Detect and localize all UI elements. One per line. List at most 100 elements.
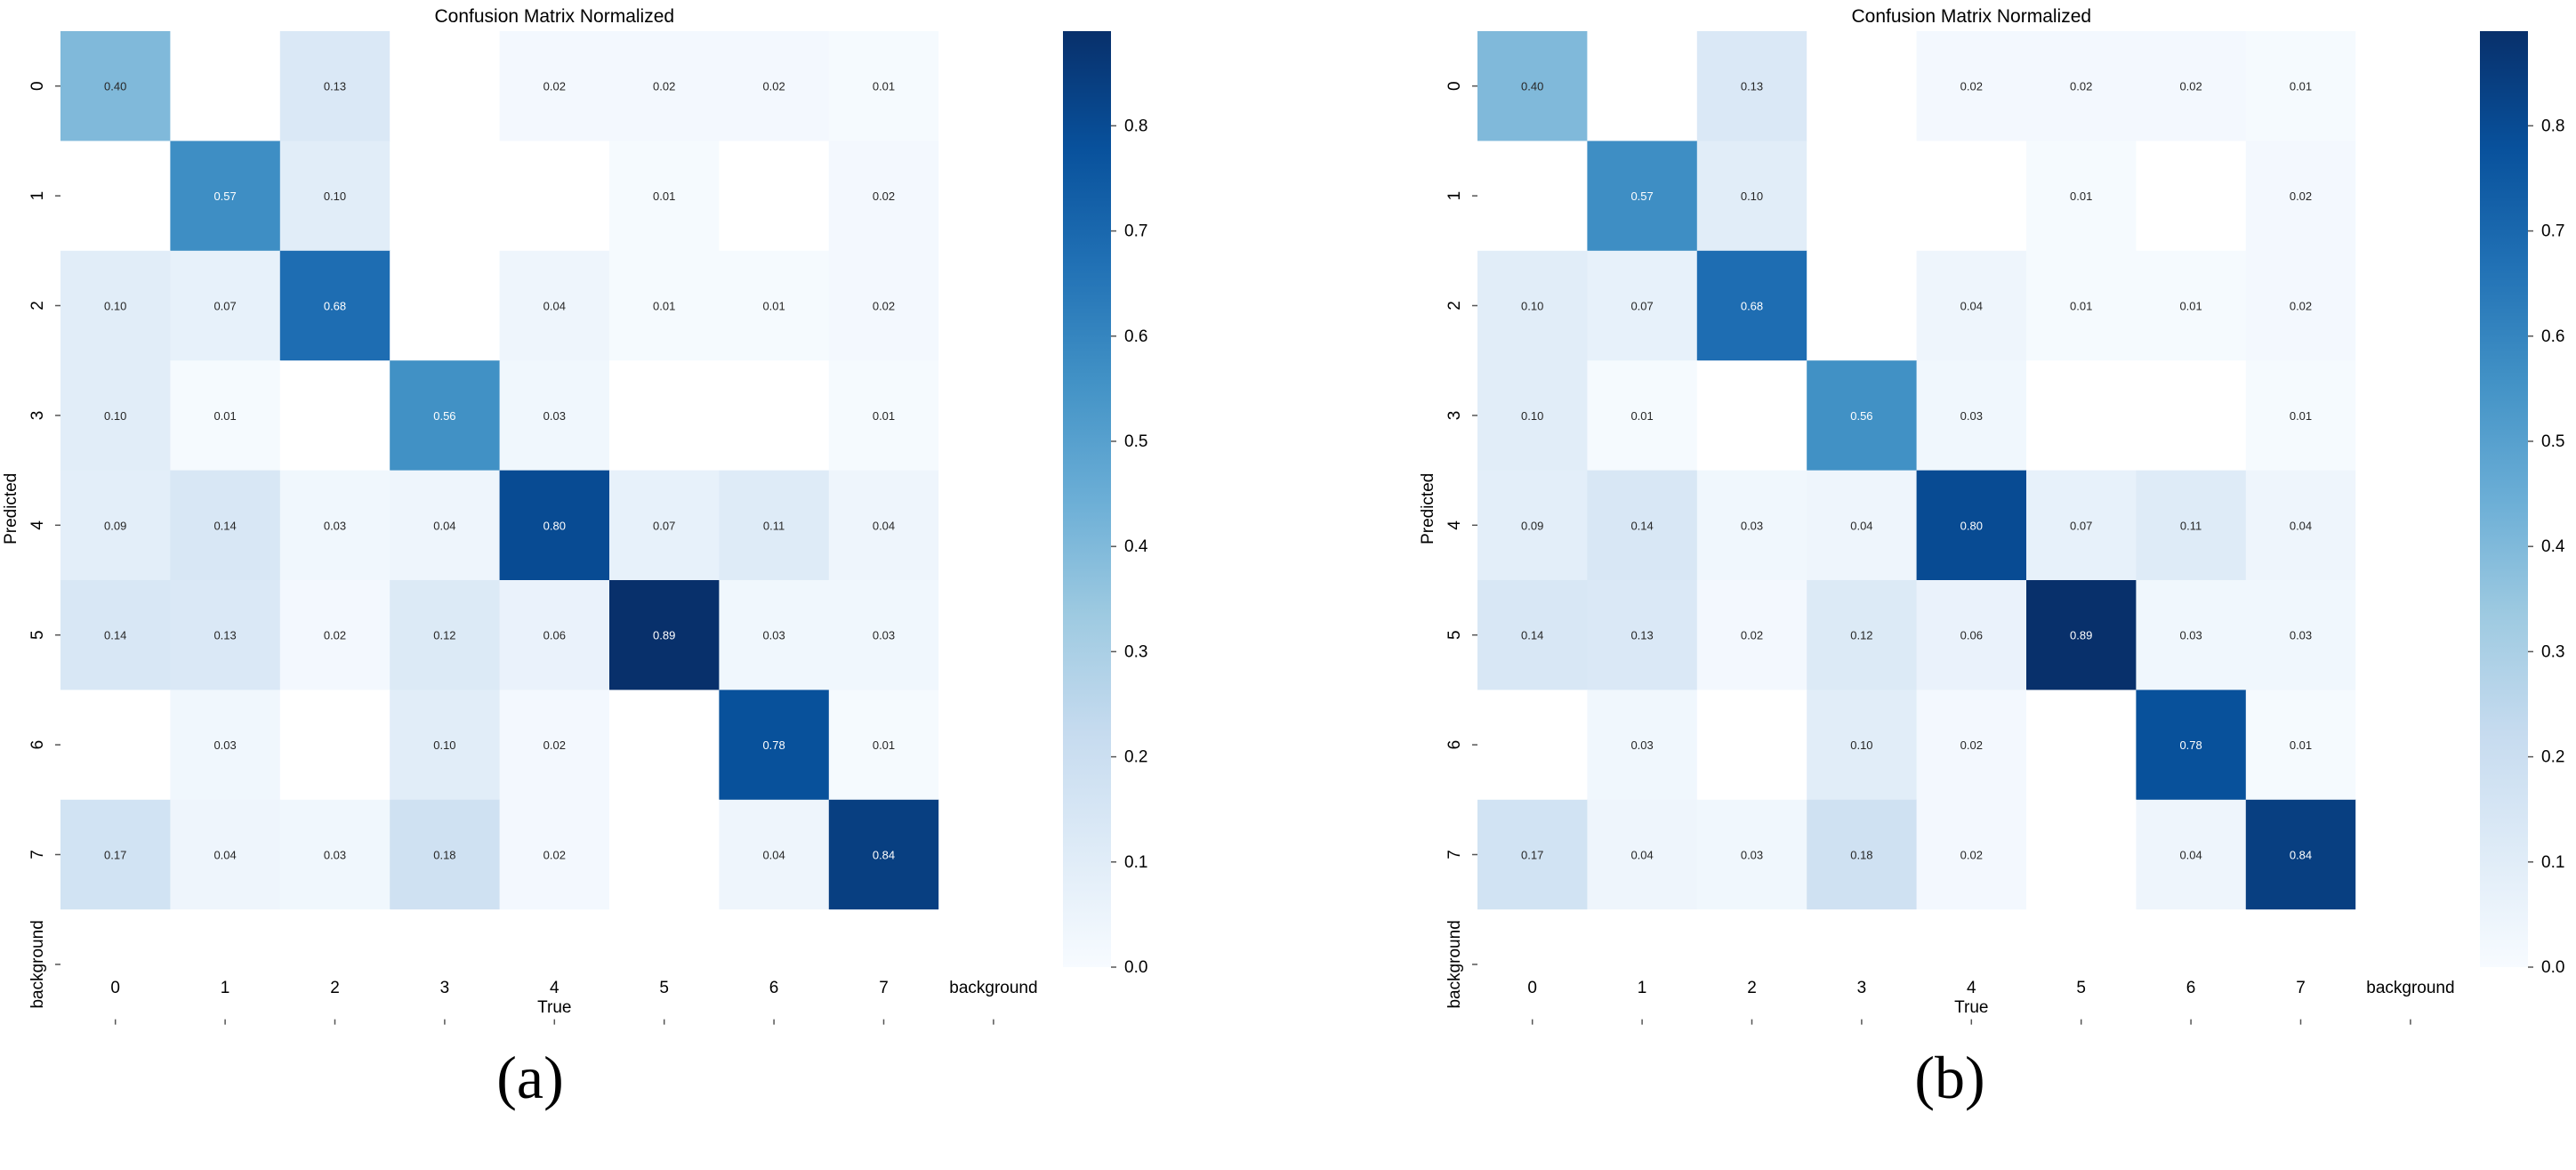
heatmap-cell xyxy=(499,799,610,910)
heatmap-cell xyxy=(1696,250,1807,361)
heatmap-cell xyxy=(1587,580,1698,690)
x-tick-label: 7 xyxy=(879,979,889,997)
heatmap-cell xyxy=(719,690,830,801)
cell-value-label: 0.11 xyxy=(763,519,785,532)
cell-value-label: 0.10 xyxy=(1521,409,1543,423)
heatmap-cell xyxy=(1477,909,1588,1021)
cell-value-label: 0.56 xyxy=(433,409,455,423)
cell-value-label: 0.10 xyxy=(1741,190,1763,203)
heatmap-cell xyxy=(938,31,1050,141)
cell-value-label: 0.06 xyxy=(543,629,566,642)
heatmap-cell xyxy=(1587,360,1698,472)
colorbar xyxy=(2480,31,2528,967)
heatmap-cell xyxy=(1696,31,1807,141)
heatmap-cell xyxy=(1807,909,1918,1021)
cell-value-label: 0.02 xyxy=(653,80,675,93)
heatmap-cell xyxy=(279,141,390,252)
cell-value-label: 0.03 xyxy=(213,738,236,752)
heatmap-cell xyxy=(390,909,501,1021)
x-tick-label: 6 xyxy=(769,979,779,997)
cell-value-label: 0.02 xyxy=(1960,738,1983,752)
heatmap-cell xyxy=(1696,799,1807,910)
cell-value-label: 0.02 xyxy=(543,849,566,862)
heatmap-cell xyxy=(609,470,720,581)
heatmap-cell xyxy=(60,799,171,910)
cell-value-label: 0.80 xyxy=(1960,519,1983,532)
heatmap-cell xyxy=(170,250,281,361)
panel-label-a: (a) xyxy=(496,1044,564,1111)
cell-value-label: 0.04 xyxy=(1960,300,1983,313)
cell-value-label: 0.02 xyxy=(2179,80,2202,93)
cell-value-label: 0.01 xyxy=(873,738,895,752)
heatmap-cell xyxy=(2245,141,2356,252)
heatmap-cell xyxy=(279,360,390,472)
cell-value-label: 0.78 xyxy=(2179,738,2202,752)
heatmap-cell xyxy=(1916,580,2027,690)
cell-value-label: 0.10 xyxy=(1850,738,1872,752)
heatmap-cell xyxy=(2355,31,2467,141)
cell-value-label: 0.01 xyxy=(1630,409,1653,423)
cell-value-label: 0.01 xyxy=(2290,409,2312,423)
heatmap-cell xyxy=(170,909,281,1021)
heatmap-cell xyxy=(1696,470,1807,581)
cell-value-label: 0.80 xyxy=(543,519,566,532)
y-tick-label: background xyxy=(1445,920,1464,1008)
heatmap-cell xyxy=(499,690,610,801)
colorbar-tick-label: 0.6 xyxy=(1124,327,1147,346)
heatmap-cell xyxy=(499,141,610,252)
colorbar-tick-label: 0.5 xyxy=(1124,432,1147,451)
cell-value-label: 0.03 xyxy=(2290,629,2312,642)
heatmap-cell xyxy=(938,580,1050,690)
x-axis-label: True xyxy=(1954,998,1988,1017)
heatmap-cell xyxy=(2355,141,2467,252)
cell-value-label: 0.12 xyxy=(433,629,455,642)
cell-value-label: 0.03 xyxy=(324,519,346,532)
cell-value-label: 0.12 xyxy=(1850,629,1872,642)
heatmap-cell xyxy=(390,799,501,910)
heatmap-cell xyxy=(938,470,1050,581)
heatmap-cell xyxy=(1477,470,1588,581)
heatmap-cell xyxy=(1587,250,1698,361)
cell-value-label: 0.02 xyxy=(324,629,346,642)
heatmap-cell xyxy=(2355,580,2467,690)
heatmap-cell xyxy=(2136,141,2247,252)
colorbar xyxy=(1063,31,1111,967)
y-axis-label: Predicted xyxy=(1419,473,1437,545)
cell-value-label: 0.14 xyxy=(1630,519,1653,532)
colorbar-tick-label: 0.8 xyxy=(1124,117,1147,135)
cell-value-label: 0.03 xyxy=(1741,519,1763,532)
heatmap-cell xyxy=(1587,909,1698,1021)
cell-value-label: 0.01 xyxy=(2290,80,2312,93)
heatmap-cell xyxy=(938,360,1050,472)
heatmap-cell xyxy=(1477,690,1588,801)
cell-value-label: 0.13 xyxy=(1741,80,1763,93)
cell-value-label: 0.40 xyxy=(104,80,126,93)
heatmap-cell xyxy=(170,799,281,910)
heatmap-cell xyxy=(2026,799,2137,910)
heatmap-cell xyxy=(828,799,939,910)
colorbar-tick-label: 0.3 xyxy=(1124,642,1147,661)
heatmap-cell xyxy=(1807,360,1918,472)
x-tick-label: background xyxy=(2366,979,2454,997)
heatmap-cell xyxy=(2245,470,2356,581)
cell-value-label: 0.13 xyxy=(1630,629,1653,642)
heatmap-cell xyxy=(60,690,171,801)
heatmap-cell xyxy=(2026,690,2137,801)
heatmap-cell xyxy=(60,31,171,141)
heatmap-cell xyxy=(279,250,390,361)
cell-value-label: 0.02 xyxy=(873,300,895,313)
heatmap-cell xyxy=(938,250,1050,361)
heatmap-cell xyxy=(1696,909,1807,1021)
cell-value-label: 0.01 xyxy=(213,409,236,423)
x-tick-label: 3 xyxy=(1857,979,1867,997)
chart-title: Confusion Matrix Normalized xyxy=(434,6,674,27)
heatmap-cell xyxy=(609,360,720,472)
heatmap-cell xyxy=(938,690,1050,801)
cell-value-label: 0.10 xyxy=(104,300,126,313)
x-tick-label: 7 xyxy=(2296,979,2306,997)
x-tick-label: 4 xyxy=(550,979,559,997)
heatmap-cell xyxy=(170,470,281,581)
heatmap-cells: 0.40 0.13 0.02 0.02 0.02 0.01 0.57 0.10 0.01 0.02… xyxy=(60,31,1050,1021)
heatmap-cell xyxy=(2136,799,2247,910)
